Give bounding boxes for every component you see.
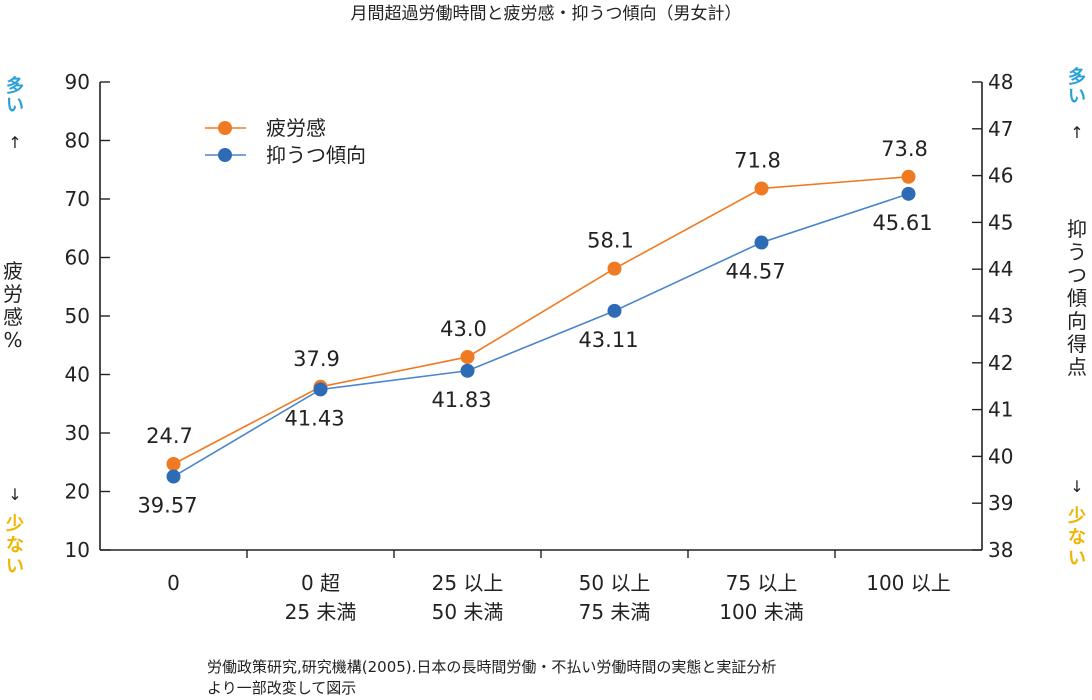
right-tick-label: 42	[988, 351, 1013, 375]
data-label-fatigue: 73.8	[881, 137, 928, 161]
right-tick-label: 40	[988, 444, 1013, 468]
data-point-depression	[607, 303, 622, 318]
chart-title: 月間超過労働時間と疲労感・抑うつ傾向（男女計）	[351, 4, 742, 24]
legend-label-fatigue: 疲労感	[266, 116, 326, 140]
data-label-depression: 41.43	[284, 406, 344, 430]
category-label: 0	[167, 571, 180, 595]
category-label: 75 未満	[579, 600, 651, 624]
data-label-depression: 44.57	[725, 260, 785, 284]
data-point-depression	[166, 469, 181, 484]
right-tick-label: 48	[988, 70, 1013, 94]
left-hint-more: 多い	[6, 75, 24, 116]
legend-marker-depression	[218, 148, 232, 162]
data-point-fatigue	[166, 457, 181, 472]
left-tick-label: 70	[65, 187, 90, 211]
series-line-depression	[173, 193, 909, 478]
left-tick-label: 80	[65, 129, 90, 153]
left-axis-title: 疲労感%	[3, 259, 23, 352]
left-tick-label: 90	[65, 70, 90, 94]
data-point-depression	[313, 382, 328, 397]
left-tick-label: 40	[65, 363, 90, 387]
right-axis-title: 抑うつ傾向得点	[1067, 217, 1087, 379]
category-label: 25 以上	[432, 571, 504, 595]
left-hint-less: 少ない	[5, 514, 24, 577]
right-tick-label: 43	[988, 304, 1013, 328]
right-tick-label: 47	[988, 117, 1013, 141]
left-tick-label: 50	[65, 304, 90, 328]
right-hint-more: 多い	[1068, 66, 1086, 107]
category-label: 50 未満	[432, 600, 504, 624]
right-tick-label: 44	[988, 257, 1013, 281]
left-hint-down-arrow: ↓	[8, 485, 21, 504]
data-label-fatigue: 37.9	[293, 347, 340, 371]
series-line-fatigue	[173, 175, 909, 465]
data-point-fatigue	[460, 349, 475, 364]
legend-label-depression: 抑うつ傾向	[266, 143, 366, 167]
data-label-depression: 41.83	[431, 388, 491, 412]
data-point-fatigue	[754, 181, 769, 196]
category-label: 75 以上	[726, 571, 798, 595]
data-label-fatigue: 71.8	[734, 148, 781, 172]
right-tick-label: 46	[988, 164, 1013, 188]
data-point-depression	[754, 235, 769, 250]
right-tick-label: 41	[988, 398, 1013, 422]
right-tick-label: 39	[988, 491, 1013, 515]
data-point-fatigue	[607, 261, 622, 276]
data-label-depression: 39.57	[137, 494, 197, 518]
source-note: 労働政策研究,研究機構(2005).日本の長時間労働・不払い労働時間の実態と実証…	[207, 658, 776, 676]
category-label: 100 以上	[866, 571, 951, 595]
left-tick-label: 10	[65, 538, 90, 562]
left-tick-label: 60	[65, 246, 90, 270]
left-tick-label: 20	[65, 480, 90, 504]
data-label-fatigue: 43.0	[440, 317, 487, 341]
right-tick-label: 45	[988, 210, 1013, 234]
data-label-depression: 45.61	[872, 211, 932, 235]
category-label: 0 超	[301, 571, 340, 595]
right-hint-down-arrow: ↓	[1070, 477, 1083, 496]
data-point-depression	[901, 186, 916, 201]
category-label: 100 未満	[719, 600, 804, 624]
legend-marker-fatigue	[218, 121, 232, 135]
data-label-depression: 43.11	[578, 328, 638, 352]
right-tick-label: 38	[988, 538, 1013, 562]
source-note-line2: より一部改変して図示	[207, 679, 356, 697]
right-hint-up-arrow: ↑	[1070, 123, 1083, 142]
left-hint-up-arrow: ↑	[8, 133, 21, 152]
right-hint-less: 少ない	[1067, 506, 1086, 569]
data-point-fatigue	[901, 169, 916, 184]
left-tick-label: 30	[65, 421, 90, 445]
data-label-fatigue: 24.7	[146, 424, 193, 448]
category-label: 50 以上	[579, 571, 651, 595]
data-label-fatigue: 58.1	[587, 229, 634, 253]
data-point-depression	[460, 363, 475, 378]
category-label: 25 未満	[285, 600, 357, 624]
